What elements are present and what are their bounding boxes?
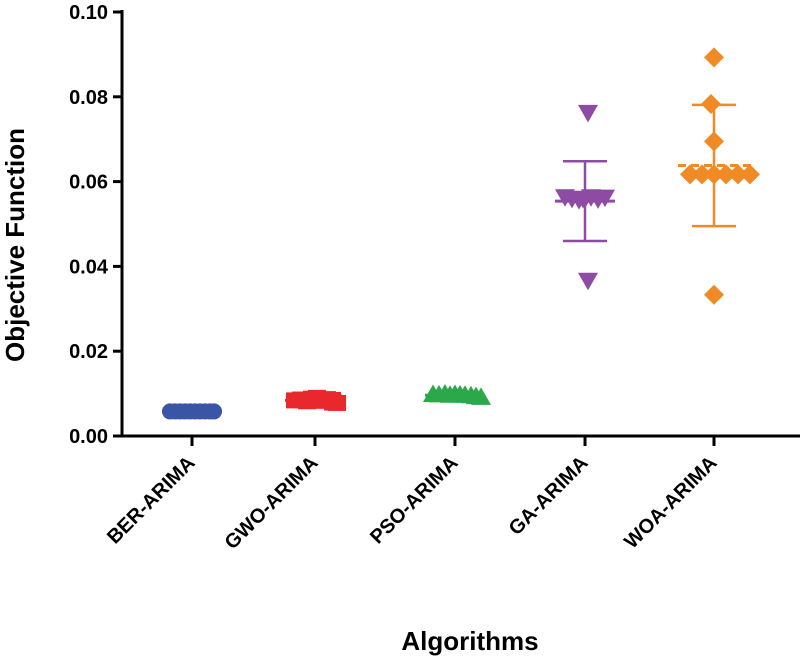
x-tick-label: PSO-ARIMA (366, 452, 462, 548)
data-point (704, 284, 724, 305)
y-tick-label: 0.02 (69, 341, 108, 363)
series-ber-arima (162, 403, 222, 420)
y-tick-label: 0.08 (69, 87, 108, 109)
y-tick-label: 0.04 (69, 256, 109, 278)
series-pso-arima (423, 384, 491, 405)
x-tick-label: GA-ARIMA (505, 452, 593, 540)
x-tick-label: WOA-ARIMA (620, 452, 721, 553)
y-axis-title: Objective Function (0, 128, 30, 362)
x-axis-title: Algorithms (401, 626, 538, 656)
data-point (578, 272, 598, 291)
data-point (692, 164, 712, 185)
y-tick-label: 0.00 (69, 426, 108, 448)
data-point (595, 189, 615, 208)
series-ga-arima (555, 104, 615, 291)
series-woa-arima (678, 47, 760, 305)
data-point (324, 394, 342, 411)
x-tick-label: GWO-ARIMA (221, 452, 323, 554)
marks (162, 47, 760, 420)
y-tick-label: 0.10 (69, 2, 108, 24)
data-point (704, 47, 724, 68)
data-point (716, 164, 736, 185)
y-tick-label: 0.06 (69, 172, 108, 194)
data-point (740, 164, 760, 185)
data-point (704, 131, 724, 152)
data-point (578, 104, 598, 123)
data-point (701, 94, 721, 115)
x-tick-label: BER-ARIMA (103, 452, 199, 548)
data-point (680, 164, 700, 185)
data-point (728, 164, 748, 185)
data-point (704, 164, 724, 185)
axes: 0.00 0.02 0.04 0.06 0.08 0.10 BER-ARIMA GWO-ARI… (69, 2, 800, 554)
series-gwo-arima (285, 389, 346, 411)
